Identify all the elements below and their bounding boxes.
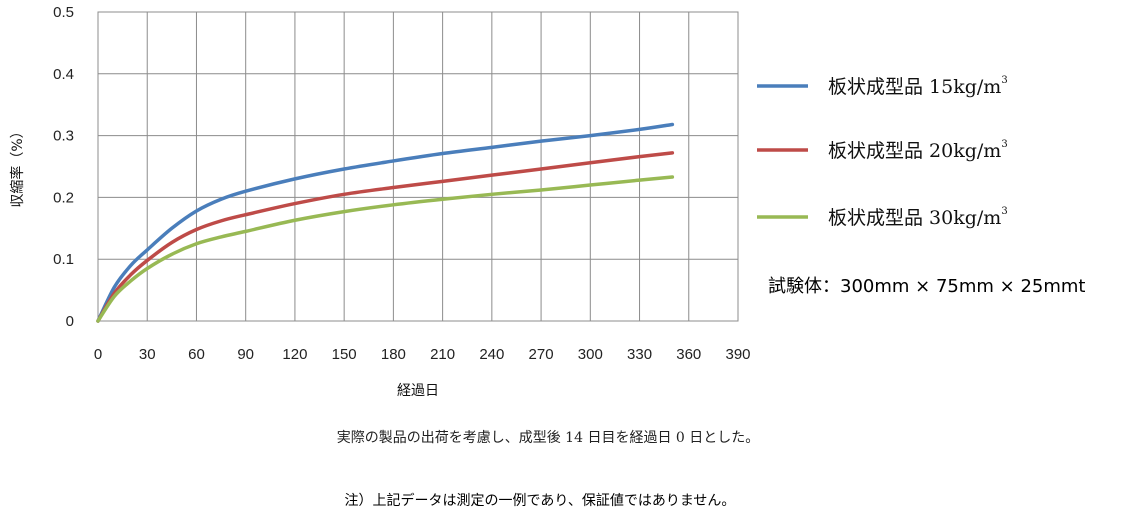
x-tick-label: 210 [430, 346, 455, 363]
note-line-1: 実際の製品の出荷を考慮し、成型後 14 日目を経過日 0 日とした。 [337, 430, 760, 446]
y-tick-label: 0.4 [53, 66, 74, 83]
series-lines [96, 122, 675, 323]
legend-unit-superscript: 3 [1001, 139, 1007, 150]
x-axis-label: 経過日 [397, 383, 439, 399]
x-tick-label: 30 [139, 346, 156, 363]
x-tick-label: 240 [479, 346, 504, 363]
y-tick-label: 0.3 [53, 128, 74, 145]
note-line-2: 注）上記データは測定の一例であり、保証値ではありません。 [345, 492, 736, 509]
legend-label-3: 板状成型品 30kg/m3 [828, 206, 1008, 229]
y-tick-label: 0.2 [53, 189, 74, 206]
x-tick-label: 180 [381, 346, 406, 363]
legend: 板状成型品 15kg/m3 板状成型品 20kg/m3 板状成型品 30kg/m3 [757, 75, 1008, 229]
chart-grid [97, 11, 739, 322]
x-tick-label: 120 [282, 346, 307, 363]
x-tick-label: 0 [94, 346, 102, 363]
y-tick-label: 0.5 [53, 4, 74, 21]
legend-label-1: 板状成型品 15kg/m3 [828, 75, 1008, 98]
series-line-3 [96, 175, 675, 323]
x-tick-label: 150 [332, 346, 357, 363]
x-tick-label: 330 [627, 346, 652, 363]
x-tick-label: 60 [188, 346, 205, 363]
series-line-2 [96, 151, 675, 323]
plot-frame [97, 11, 739, 322]
y-tick-label: 0 [66, 313, 74, 330]
x-tick-label: 300 [578, 346, 603, 363]
y-axis-label: 収縮率（%） [9, 124, 26, 207]
y-axis-ticks: 0 0.1 0.2 0.3 0.4 0.5 [53, 4, 74, 330]
x-tick-label: 360 [676, 346, 701, 363]
specimen-size-text: 試験体：300mm × 75mm × 25mmt [768, 276, 1085, 297]
x-axis-ticks: 0 30 60 90 120 150 180 210 240 270 300 330 360 390 [94, 346, 751, 363]
legend-unit-superscript: 3 [1001, 206, 1007, 217]
x-tick-label: 90 [237, 346, 254, 363]
legend-unit-superscript: 3 [1001, 75, 1007, 86]
series-line-1 [96, 122, 675, 323]
x-tick-label: 270 [529, 346, 554, 363]
y-tick-label: 0.1 [53, 251, 74, 268]
x-tick-label: 390 [725, 346, 750, 363]
legend-label-2: 板状成型品 20kg/m3 [828, 139, 1008, 162]
